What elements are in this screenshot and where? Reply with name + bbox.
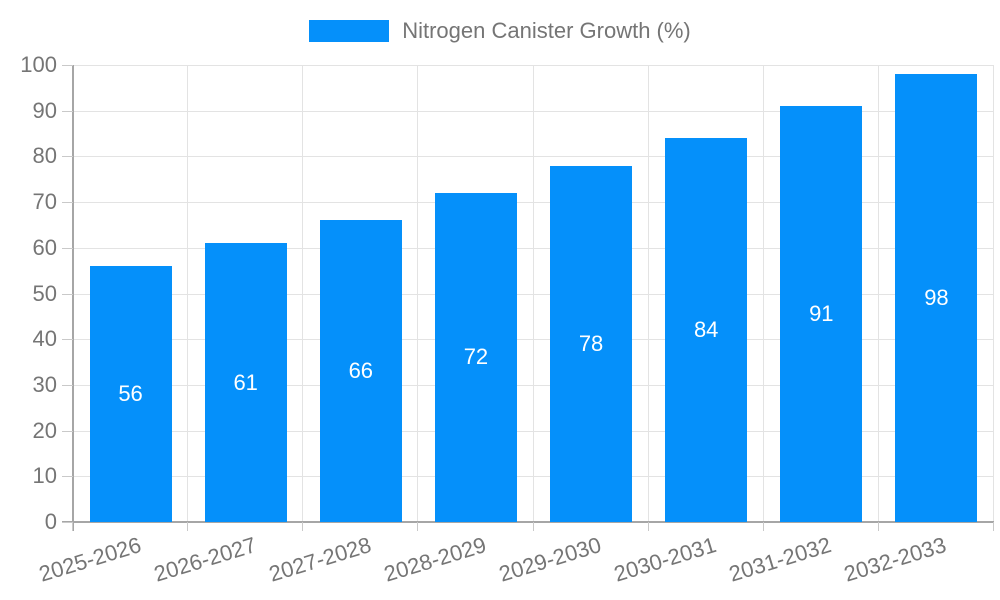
bar[interactable] — [550, 165, 633, 522]
bar[interactable] — [204, 243, 287, 522]
y-axis-label: 10 — [32, 463, 57, 489]
y-axis-tick — [62, 156, 73, 158]
x-axis-tick — [877, 522, 879, 531]
x-axis-tick — [762, 522, 764, 531]
y-axis-tick — [62, 430, 73, 432]
x-axis-tick — [72, 522, 73, 531]
v-gridline — [762, 65, 764, 522]
h-gridline — [73, 247, 994, 249]
h-gridline — [73, 476, 994, 478]
y-axis-tick — [62, 202, 73, 204]
bar[interactable] — [434, 192, 517, 522]
y-axis-label: 70 — [32, 189, 57, 215]
x-axis-tick — [647, 522, 649, 531]
bar[interactable] — [319, 220, 402, 522]
y-axis-tick — [62, 384, 73, 386]
h-gridline — [73, 110, 994, 112]
bar-value-label: 56 — [118, 381, 143, 407]
y-axis-tick — [62, 476, 73, 478]
bar-value-label: 72 — [463, 344, 489, 370]
bar-value-label: 66 — [348, 358, 374, 384]
y-axis-label: 60 — [32, 234, 57, 260]
bar-value-label: 84 — [693, 317, 719, 343]
v-gridline — [417, 65, 419, 522]
legend-swatch — [309, 20, 390, 42]
y-axis-label: 50 — [32, 280, 57, 306]
legend-label: Nitrogen Canister Growth (%) — [402, 18, 691, 43]
y-axis-label: 90 — [32, 97, 57, 123]
v-gridline — [187, 65, 189, 522]
v-gridline — [532, 65, 534, 522]
y-axis-label: 30 — [32, 371, 57, 397]
h-gridline — [73, 384, 994, 386]
v-gridline — [647, 65, 649, 522]
x-axis-line — [62, 521, 994, 523]
y-axis-label: 40 — [32, 326, 57, 352]
y-axis-label: 80 — [32, 143, 57, 169]
y-axis-label: 100 — [20, 52, 57, 77]
h-gridline — [73, 202, 994, 204]
x-axis-tick — [187, 522, 189, 531]
v-gridline — [302, 65, 304, 522]
plot-area: 0 10 20 30 40 50 60 70 80 90 100 56 2025-2026 61 2026-… — [20, 53, 994, 587]
h-gridline — [73, 430, 994, 432]
bar-value-label: 78 — [578, 330, 604, 356]
h-gridline — [73, 156, 994, 158]
y-axis-label: 20 — [32, 417, 57, 443]
v-gridline — [877, 65, 879, 522]
x-axis-tick — [532, 522, 534, 531]
legend-item[interactable]: Nitrogen Canister Growth (%) — [0, 18, 1000, 44]
h-gridline — [73, 293, 994, 295]
bar[interactable] — [89, 266, 172, 522]
y-axis-tick — [62, 522, 73, 523]
bar[interactable] — [895, 74, 978, 522]
v-gridline — [993, 65, 994, 522]
y-axis-tick — [62, 110, 73, 112]
y-axis-tick — [62, 65, 73, 66]
bar-value-label: 98 — [924, 285, 949, 311]
bar-value-label: 61 — [233, 369, 258, 395]
x-axis-tick — [302, 522, 304, 531]
y-axis-tick — [62, 247, 73, 249]
y-axis-line — [72, 65, 74, 531]
x-axis-tick — [993, 522, 994, 531]
h-gridline — [73, 65, 994, 66]
y-axis-label: 0 — [44, 509, 57, 534]
h-gridline — [73, 339, 994, 341]
y-axis-tick — [62, 339, 73, 341]
bar-value-label: 91 — [809, 301, 834, 327]
bar[interactable] — [665, 138, 748, 522]
bar[interactable] — [780, 106, 863, 522]
x-axis-tick — [417, 522, 419, 531]
y-axis-tick — [62, 293, 73, 295]
